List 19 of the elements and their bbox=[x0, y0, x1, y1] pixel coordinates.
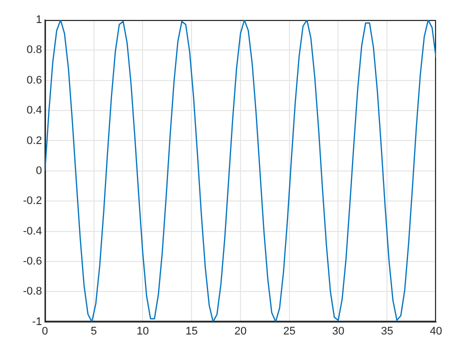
x-tick-label: 5 bbox=[90, 325, 97, 338]
x-tick-label: 40 bbox=[430, 325, 442, 338]
y-tick-label: -0.4 bbox=[22, 225, 42, 238]
y-tick-label: -1 bbox=[32, 316, 42, 328]
y-tick-label: 0 bbox=[36, 164, 42, 177]
y-tick-label: 0.8 bbox=[26, 44, 42, 56]
y-tick-label: 0.6 bbox=[26, 74, 42, 86]
y-tick-label: 0.2 bbox=[26, 134, 42, 147]
y-tick-label: -0.6 bbox=[22, 255, 42, 268]
x-tick-label: 25 bbox=[283, 325, 296, 338]
y-tick-label: -0.2 bbox=[22, 195, 42, 208]
x-tick-label: 30 bbox=[332, 325, 344, 338]
y-tick-label: 0.4 bbox=[26, 104, 42, 117]
x-tick-label: 15 bbox=[185, 325, 198, 338]
y-tick-label: -0.8 bbox=[22, 286, 42, 298]
x-tick-label: 10 bbox=[136, 325, 149, 338]
x-tick-label: 20 bbox=[234, 325, 247, 338]
y-tick-label: 1 bbox=[36, 14, 42, 26]
x-tick-label: 35 bbox=[380, 325, 394, 338]
